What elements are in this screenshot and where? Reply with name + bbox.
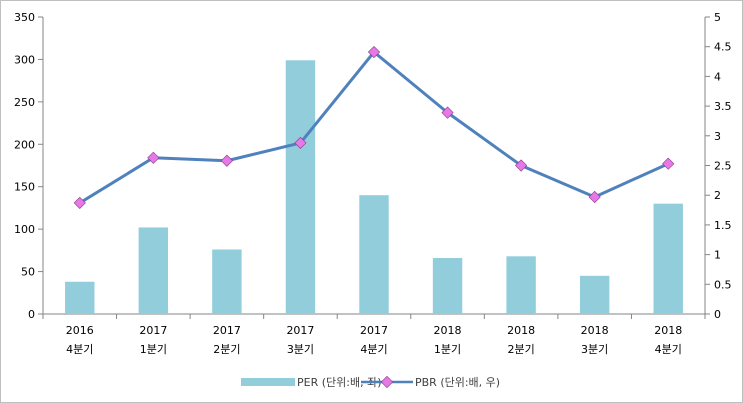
per-bar: [285, 60, 316, 314]
tick-labels: 0 50 100 150 200 250 300 350 0 0.5 1 1.5 2 2.5 3 3.5 4 4.…: [14, 11, 732, 356]
legend-per-label: PER (단위:배, 좌): [297, 376, 382, 389]
x-tick-label-quarter: 4분기: [360, 343, 387, 356]
per-bar: [138, 227, 169, 314]
x-tick-label-year: 2017: [213, 324, 241, 337]
left-tick-label: 100: [14, 223, 35, 236]
left-tick-label: 50: [21, 266, 35, 279]
legend: PER (단위:배, 좌) PBR (단위:배, 우): [241, 375, 500, 389]
legend-per-swatch: [241, 378, 295, 386]
pbr-line-series: [73, 45, 675, 210]
x-tick-label-quarter: 2분기: [213, 343, 240, 356]
x-tick-label-quarter: 4분기: [66, 343, 93, 356]
pbr-point: [147, 151, 160, 164]
left-tick-label: 250: [14, 96, 35, 109]
x-tick-label-year: 2017: [139, 324, 167, 337]
x-tick-label-year: 2018: [581, 324, 609, 337]
x-tick-label-year: 2017: [360, 324, 388, 337]
x-tick-label-quarter: 1분기: [434, 343, 461, 356]
x-tick-label-quarter: 1분기: [140, 343, 167, 356]
per-bar: [212, 249, 242, 314]
per-bar: [359, 195, 389, 314]
x-tick-label-quarter: 3분기: [581, 343, 608, 356]
per-bar: [653, 203, 683, 314]
pbr-point: [662, 157, 675, 170]
pbr-point: [588, 190, 601, 204]
pbr-point: [367, 45, 381, 59]
right-tick-label: 0: [714, 308, 721, 321]
right-tick-label: 5: [714, 11, 721, 24]
legend-pbr-label: PBR (단위:배, 우): [415, 376, 500, 389]
right-tick-label: 0.5: [714, 278, 732, 291]
right-tick-label: 1: [714, 249, 721, 262]
pbr-point: [515, 159, 528, 172]
pbr-point: [441, 106, 454, 119]
x-tick-label-year: 2018: [654, 324, 682, 337]
right-tick-label: 2: [714, 189, 721, 202]
right-tick-label: 2.5: [714, 160, 732, 173]
left-tick-label: 300: [14, 53, 35, 66]
left-tick-label: 350: [14, 11, 35, 24]
per-bar: [579, 275, 610, 314]
right-tick-label: 3.5: [714, 100, 732, 113]
right-tick-label: 4.5: [714, 41, 732, 54]
per-bar: [432, 257, 463, 314]
left-tick-label: 200: [14, 138, 35, 151]
per-bar: [65, 281, 95, 314]
x-tick-label-year: 2017: [286, 324, 314, 337]
per-bars: [65, 60, 683, 314]
x-tick-label-year: 2016: [66, 324, 94, 337]
legend-pbr-marker: [380, 375, 394, 389]
pbr-point: [294, 136, 307, 150]
x-tick-label-quarter: 4분기: [655, 343, 682, 356]
pbr-point: [220, 154, 233, 167]
left-tick-label: 150: [14, 181, 35, 194]
pbr-point: [73, 196, 86, 210]
per-bar: [506, 256, 536, 314]
x-tick-label-year: 2018: [434, 324, 462, 337]
right-tick-label: 4: [714, 70, 721, 83]
pbr-line: [78, 50, 669, 205]
x-tick-label-quarter: 3분기: [287, 343, 314, 356]
x-tick-label-quarter: 2분기: [507, 343, 534, 356]
x-tick-label-year: 2018: [507, 324, 535, 337]
left-tick-label: 0: [28, 308, 35, 321]
right-tick-label: 3: [714, 130, 721, 143]
right-tick-label: 1.5: [714, 219, 732, 232]
